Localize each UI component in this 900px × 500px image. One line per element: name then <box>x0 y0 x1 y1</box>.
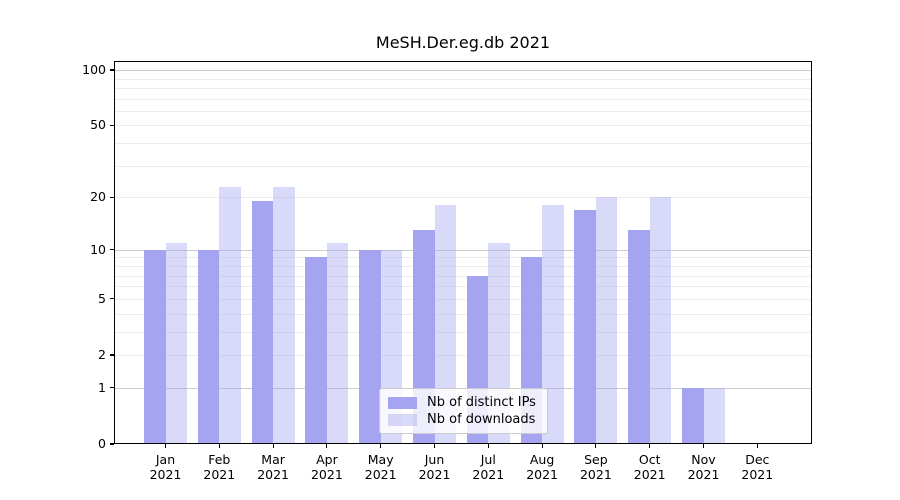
y-tick-100 <box>110 69 114 71</box>
y-tick-1 <box>110 387 114 389</box>
x-tick-label-oct: Oct 2021 <box>633 452 666 482</box>
gridline-minor <box>114 331 812 333</box>
gridline-minor <box>114 197 812 199</box>
bar-downloads-sep <box>595 197 618 444</box>
bar-downloads-jan <box>165 242 187 444</box>
bar-distinct-ips-mar <box>251 201 274 444</box>
x-tick-apr <box>326 444 328 448</box>
x-tick-may <box>380 444 382 448</box>
x-tick-jan <box>164 444 167 448</box>
y-tick-5 <box>110 298 114 300</box>
x-tick-label-aug: Aug 2021 <box>526 452 558 482</box>
x-tick-label-jan: Jan 2021 <box>149 452 182 482</box>
chart-title: MeSH.Der.eg.db 2021 <box>375 33 551 52</box>
y-tick-label-20: 20 <box>90 189 106 205</box>
gridline-minor <box>114 275 812 277</box>
legend-item-downloads: Nb of downloads <box>388 411 539 428</box>
gridline-major <box>114 70 812 72</box>
legend-swatch-distinct-ips <box>388 396 417 409</box>
gridline-minor <box>114 298 812 300</box>
x-tick-label-apr: Apr 2021 <box>310 452 343 482</box>
bar-distinct-ips-sep <box>574 209 596 444</box>
x-tick-label-feb: Feb 2021 <box>203 452 236 482</box>
bar-distinct-ips-feb <box>197 249 220 444</box>
x-tick-label-may: May 2021 <box>364 452 397 482</box>
gridline-minor <box>114 143 812 145</box>
bar-downloads-feb <box>219 186 241 444</box>
gridline-minor <box>114 78 812 80</box>
gridline-minor <box>114 286 812 288</box>
y-tick-label-1: 1 <box>98 379 106 395</box>
y-tick-50 <box>110 124 114 127</box>
gridline-minor <box>114 265 812 267</box>
bar-downloads-apr <box>326 242 349 444</box>
gridline-minor <box>114 165 812 167</box>
x-tick-aug <box>541 444 543 448</box>
y-tick-label-100: 100 <box>82 62 106 78</box>
y-tick-20 <box>110 196 114 198</box>
bar-downloads-nov <box>703 387 725 444</box>
y-tick-label-10: 10 <box>90 241 106 257</box>
legend-item-distinct-ips: Nb of distinct IPs <box>388 394 539 411</box>
bar-downloads-jun <box>434 205 456 444</box>
x-tick-dec <box>756 444 758 448</box>
x-tick-label-jul: Jul 2021 <box>472 452 505 482</box>
gridline-minor <box>114 354 812 356</box>
gridline-minor <box>114 313 812 315</box>
y-tick-0 <box>110 443 114 445</box>
bar-distinct-ips-oct <box>628 230 650 444</box>
x-tick-feb <box>218 444 220 448</box>
gridline-minor <box>114 98 812 100</box>
legend-swatch-downloads <box>388 413 417 426</box>
y-tick-label-0: 0 <box>98 436 106 451</box>
x-tick-label-jun: Jun 2021 <box>418 452 451 482</box>
x-tick-nov <box>702 444 705 448</box>
bar-downloads-oct <box>649 197 672 444</box>
legend: Nb of distinct IPs Nb of downloads <box>379 388 548 434</box>
y-tick-label-50: 50 <box>90 117 106 133</box>
x-tick-label-nov: Nov 2021 <box>687 452 720 482</box>
legend-label-distinct-ips: Nb of distinct IPs <box>427 394 536 410</box>
plot-area <box>114 61 812 444</box>
bar-distinct-ips-may <box>359 249 381 444</box>
y-tick-2 <box>110 354 114 356</box>
x-tick-label-sep: Sep 2021 <box>579 452 612 482</box>
y-tick-10 <box>110 249 114 251</box>
gridline-minor <box>114 125 812 127</box>
bar-downloads-aug <box>542 205 564 444</box>
gridline-minor <box>114 257 812 259</box>
gridline-minor <box>114 110 812 112</box>
x-tick-mar <box>272 444 274 448</box>
bar-distinct-ips-nov <box>682 387 704 444</box>
y-tick-label-2: 2 <box>98 346 106 362</box>
x-tick-jun <box>433 444 436 448</box>
x-tick-oct <box>649 444 651 448</box>
gridline-major <box>114 249 812 251</box>
x-tick-sep <box>595 444 597 448</box>
bar-distinct-ips-jan <box>144 249 166 444</box>
x-tick-jul <box>487 444 489 448</box>
bar-downloads-mar <box>273 186 295 444</box>
legend-label-downloads: Nb of downloads <box>427 411 536 427</box>
bar-distinct-ips-apr <box>305 257 327 444</box>
x-tick-label-dec: Dec 2021 <box>741 452 774 482</box>
gridline-minor <box>114 87 812 89</box>
y-tick-label-5: 5 <box>98 290 106 306</box>
x-tick-label-mar: Mar 2021 <box>257 452 289 482</box>
